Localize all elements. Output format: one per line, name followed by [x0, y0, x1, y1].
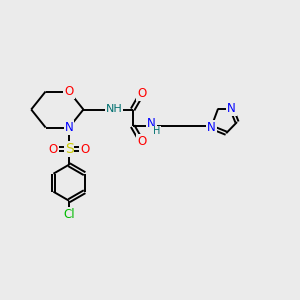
Text: N: N [207, 121, 216, 134]
Text: H: H [153, 126, 160, 136]
Text: N: N [147, 117, 156, 130]
Text: O: O [137, 87, 146, 101]
Text: NH: NH [106, 104, 122, 115]
Text: N: N [64, 121, 74, 134]
Text: O: O [49, 142, 58, 156]
Text: O: O [64, 85, 74, 98]
Text: S: S [64, 142, 74, 156]
Text: O: O [80, 142, 89, 156]
Text: N: N [227, 102, 236, 115]
Text: Cl: Cl [63, 208, 75, 221]
Text: O: O [137, 135, 146, 148]
